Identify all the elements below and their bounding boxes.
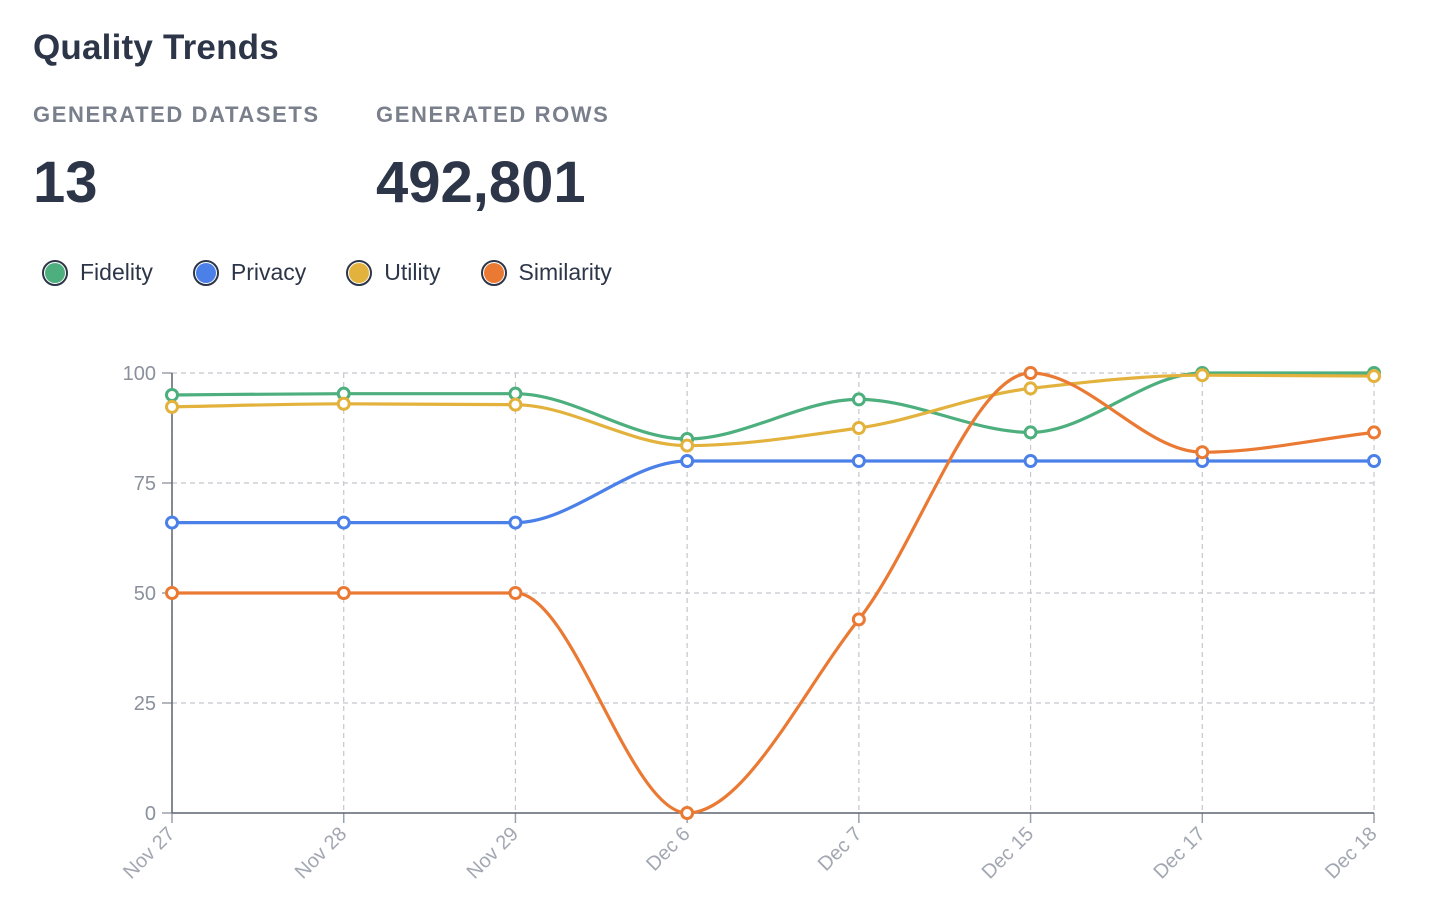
x-tick-label: Dec 17: [1149, 823, 1209, 883]
y-tick-label: 75: [134, 473, 156, 495]
x-tick-label: Dec 18: [1321, 823, 1381, 883]
data-point-similarity: [336, 586, 351, 600]
series-line-privacy: [172, 459, 1374, 525]
page-title: Quality Trends: [33, 28, 279, 67]
legend-label: Similarity: [518, 259, 612, 285]
chart-legend: Fidelity Privacy Utility Similarity: [42, 259, 652, 286]
data-point-privacy: [1023, 454, 1038, 468]
x-tick-label: Nov 29: [463, 823, 523, 883]
x-tick-label: Dec 7: [814, 823, 867, 876]
data-point-utility: [165, 399, 179, 414]
data-point-utility: [680, 438, 695, 453]
data-point-utility: [1195, 368, 1210, 383]
legend-dot-icon: [42, 259, 68, 286]
x-tick-label: Dec 6: [642, 823, 695, 876]
y-tick-label: 0: [145, 803, 156, 825]
stat-value: 492,801: [376, 150, 586, 215]
data-point-utility: [851, 421, 866, 435]
data-point-privacy: [336, 515, 351, 530]
data-point-utility: [336, 396, 351, 411]
y-tick-label: 25: [134, 693, 156, 715]
data-point-fidelity: [1023, 425, 1038, 440]
data-point-fidelity: [165, 388, 179, 402]
legend-label: Fidelity: [80, 259, 153, 285]
data-point-utility: [1367, 369, 1381, 384]
series-line-similarity: [172, 371, 1375, 815]
stat-generated-rows: GENERATED ROWS 492,801: [376, 102, 609, 212]
legend-item-utility[interactable]: Utility: [346, 259, 441, 286]
series-line-utility: [171, 373, 1375, 448]
legend-label: Privacy: [230, 259, 307, 285]
y-tick-label: 50: [134, 583, 156, 605]
legend-item-fidelity[interactable]: Fidelity: [42, 259, 153, 286]
data-point-similarity: [1195, 445, 1210, 460]
data-point-privacy: [851, 454, 866, 468]
data-point-utility: [508, 397, 523, 412]
data-point-similarity: [165, 586, 179, 600]
stat-label: GENERATED DATASETS: [33, 102, 320, 127]
legend-dot-icon: [192, 259, 219, 286]
data-point-privacy: [508, 515, 523, 530]
data-point-similarity: [1367, 425, 1381, 440]
x-tick-label: Nov 28: [291, 823, 351, 883]
stat-value: 13: [33, 150, 98, 215]
data-point-similarity: [508, 586, 523, 600]
stat-label: GENERATED ROWS: [376, 102, 610, 127]
x-tick-label: Dec 15: [978, 823, 1038, 883]
series-line-fidelity: [171, 371, 1374, 441]
stat-generated-datasets: GENERATED DATASETS 13: [33, 102, 320, 212]
data-point-similarity: [1023, 366, 1038, 380]
data-point-privacy: [1367, 454, 1381, 468]
data-point-fidelity: [851, 392, 866, 407]
data-point-utility: [1023, 381, 1038, 396]
data-point-similarity: [851, 612, 866, 627]
data-point-privacy: [165, 515, 179, 530]
data-point-fidelity: [508, 386, 523, 401]
legend-label: Utility: [384, 259, 441, 285]
y-tick-label: 100: [123, 363, 156, 385]
data-point-similarity: [680, 806, 695, 820]
x-tick-label: Nov 27: [119, 823, 179, 883]
legend-dot-icon: [480, 259, 507, 286]
legend-item-similarity[interactable]: Similarity: [480, 259, 612, 286]
legend-dot-icon: [346, 259, 373, 286]
data-point-privacy: [680, 454, 695, 468]
legend-item-privacy[interactable]: Privacy: [192, 259, 307, 286]
